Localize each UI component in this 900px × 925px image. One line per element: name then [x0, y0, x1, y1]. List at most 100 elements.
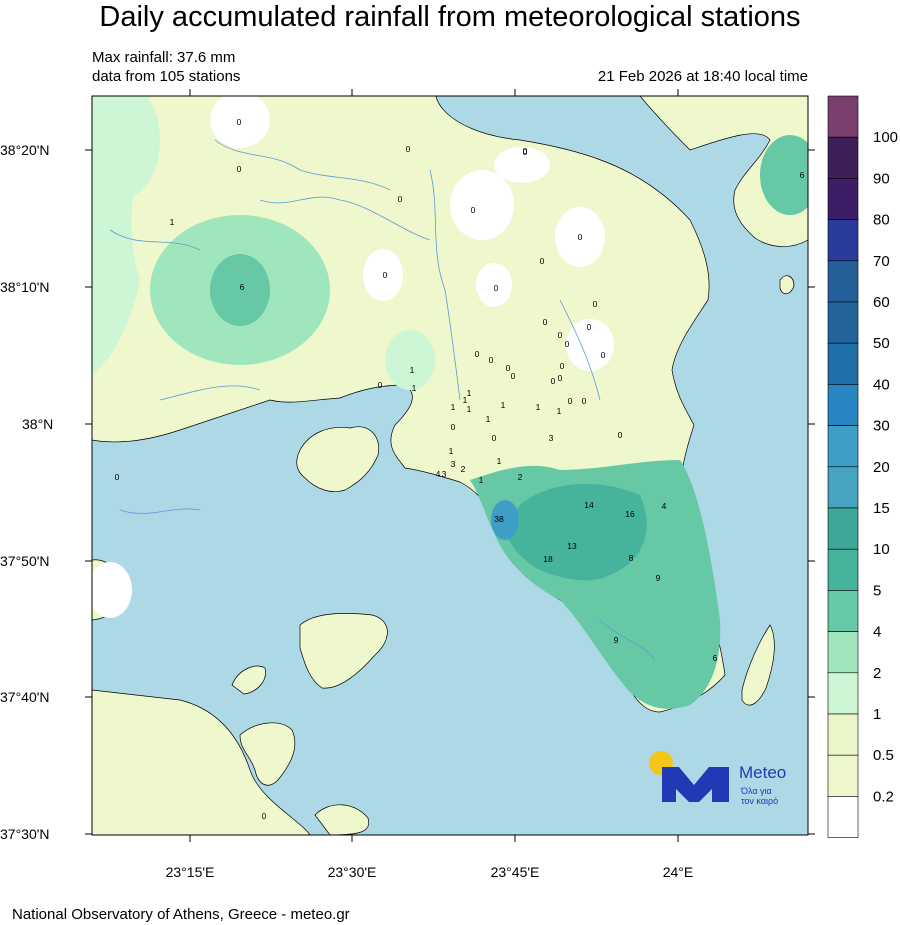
- station-value: 3: [549, 433, 554, 443]
- legend-label: 15: [873, 500, 890, 517]
- station-value: 0: [406, 144, 411, 154]
- no-rain-zone-4: [555, 207, 605, 267]
- poros-land: [239, 722, 296, 786]
- rainfall-legend: 100 90 80 70 60 50 40 30 20 15 10 5 4 2 1 0.5 0.2: [827, 95, 898, 838]
- station-value: 1: [467, 388, 472, 398]
- station-value: 18: [543, 554, 553, 564]
- station-value: 0: [558, 330, 563, 340]
- lat-label-38: 38°N: [22, 416, 53, 432]
- station-value: 1: [479, 475, 484, 485]
- rain-zone-evia: [760, 135, 808, 215]
- legend-swatch: [827, 384, 859, 426]
- meteo-brand-text: Meteo: [739, 763, 786, 782]
- station-value: 0: [560, 361, 565, 371]
- legend-swatch: [827, 754, 859, 797]
- station-value: 1: [497, 456, 502, 466]
- station-value: 1: [467, 404, 472, 414]
- lat-label-37-40: 37°40'N: [0, 689, 50, 705]
- aegina-land: [299, 613, 388, 689]
- station-value: 6: [713, 653, 718, 663]
- station-value: 4: [662, 501, 667, 511]
- legend-swatch: [827, 342, 859, 385]
- station-value: 0: [582, 396, 587, 406]
- station-value: 4: [436, 469, 441, 479]
- island-east: [779, 275, 795, 295]
- station-value: 2: [518, 472, 523, 482]
- lon-label-23-15: 23°15'E: [166, 864, 215, 880]
- station-value: 0: [471, 205, 476, 215]
- station-value: 0: [511, 371, 516, 381]
- legend-swatch: [827, 260, 859, 303]
- station-value: 8: [629, 553, 634, 563]
- station-value: 0: [237, 164, 242, 174]
- station-value: 0: [578, 232, 583, 242]
- peloponnese-land: [92, 689, 311, 835]
- legend-label: 80: [873, 212, 890, 229]
- station-value: 1: [536, 402, 541, 412]
- island-south: [314, 804, 370, 835]
- no-rain-zone-1: [210, 96, 270, 148]
- station-value: 0: [492, 433, 497, 443]
- legend-label: 4: [873, 624, 881, 641]
- legend-swatch: [827, 219, 859, 262]
- no-rain-zone-5: [363, 249, 403, 301]
- lon-label-24: 24°E: [663, 864, 694, 880]
- timestamp-text: 21 Feb 2026 at 18:40 local time: [597, 68, 808, 85]
- station-value: 0: [378, 380, 383, 390]
- legend-swatch: [827, 590, 859, 632]
- legend-label: 10: [873, 541, 890, 558]
- station-value: 1: [412, 383, 417, 393]
- station-value: 1: [410, 365, 415, 375]
- footer-credit: National Observatory of Athens, Greece -…: [12, 906, 350, 923]
- no-rain-zone-3: [494, 147, 550, 183]
- legend-swatch: [827, 178, 859, 220]
- legend-swatch: [827, 136, 859, 179]
- station-value: 0: [489, 355, 494, 365]
- station-value: 0: [475, 349, 480, 359]
- station-value: 2: [461, 464, 466, 474]
- meteo-tagline-1: Όλα για: [740, 786, 772, 796]
- station-value: 0: [587, 322, 592, 332]
- station-value: 13: [567, 541, 577, 551]
- meteo-tagline-2: τον καιρό: [741, 796, 778, 806]
- legend-swatch: [827, 713, 859, 756]
- makronisos-land: [741, 624, 775, 706]
- lat-label-38-10: 38°10'N: [0, 279, 50, 295]
- legend-swatch: [827, 301, 859, 344]
- legend-swatch: [827, 796, 859, 838]
- no-rain-zone-8: [92, 562, 132, 618]
- station-value: 0: [551, 376, 556, 386]
- station-value: 0: [523, 146, 528, 156]
- station-value: 1: [486, 414, 491, 424]
- meteo-m-icon: [662, 767, 729, 802]
- legend-label: 90: [873, 170, 890, 187]
- legend-label: 1: [873, 706, 881, 723]
- legend-label: 40: [873, 376, 890, 393]
- no-rain-zone-2: [450, 170, 514, 240]
- chart-title: Daily accumulated rainfall from meteorol…: [99, 1, 801, 33]
- legend-label: 0.2: [873, 788, 894, 805]
- station-value: 0: [262, 811, 267, 821]
- legend-label: 60: [873, 294, 890, 311]
- small-island-west: [231, 665, 266, 695]
- lon-label-23-30: 23°30'E: [328, 864, 377, 880]
- station-value: 1: [451, 402, 456, 412]
- map-frame: [91, 95, 809, 836]
- legend-label: 2: [873, 665, 881, 682]
- station-value: 1: [449, 446, 454, 456]
- rain-zone-center: [385, 330, 435, 390]
- station-value: 0: [565, 339, 570, 349]
- legend-swatch: [827, 672, 859, 715]
- lat-label-38-20: 38°20'N: [0, 142, 50, 158]
- lat-label-37-50: 37°50'N: [0, 553, 50, 569]
- legend-swatch: [827, 548, 859, 591]
- station-value: 0: [383, 270, 388, 280]
- no-rain-zone-6: [476, 263, 512, 307]
- station-value: 0: [398, 194, 403, 204]
- meteo-logo: Meteo Όλα για τον καιρό: [649, 751, 786, 806]
- station-value: 1: [170, 217, 175, 227]
- station-value: 3: [442, 469, 447, 479]
- station-value: 0: [237, 117, 242, 127]
